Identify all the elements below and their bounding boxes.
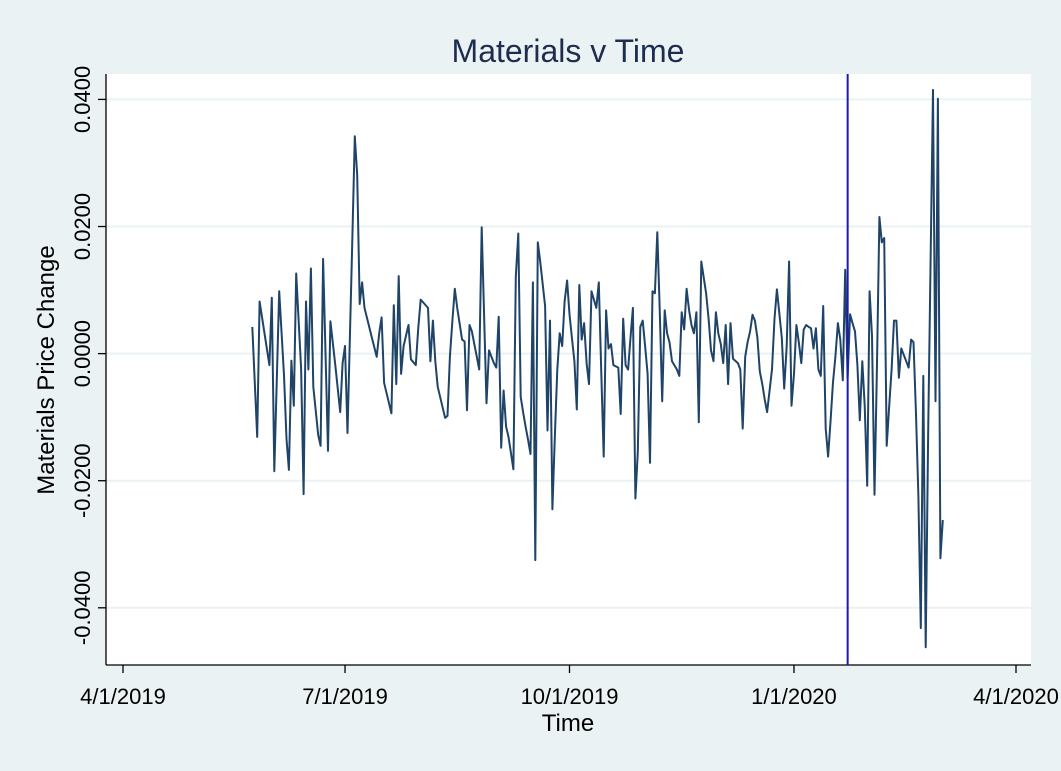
- series-line: [251, 88, 944, 649]
- y-axis: -0.0400 -0.0200 0.0000 0.0200 0.0400: [70, 66, 106, 645]
- x-tick-label: 4/1/2019: [80, 684, 166, 709]
- x-axis: 4/1/2019 7/1/2019 10/1/2019 1/1/2020 4/1/202…: [80, 665, 1059, 709]
- x-tick-label: 10/1/2019: [521, 684, 619, 709]
- series-group: [251, 88, 944, 649]
- y-tick-label: 0.0200: [70, 193, 95, 260]
- x-tick-label: 7/1/2019: [302, 684, 388, 709]
- y-tick-label: 0.0400: [70, 66, 95, 133]
- y-axis-label: Materials Price Change: [33, 245, 60, 494]
- x-axis-label: Time: [542, 710, 594, 737]
- x-tick-label: 1/1/2020: [751, 684, 837, 709]
- chart-title: Materials v Time: [452, 33, 685, 69]
- x-tick-label: 4/1/2020: [973, 684, 1059, 709]
- y-tick-label: 0.0000: [70, 320, 95, 387]
- y-tick-label: -0.0400: [70, 570, 95, 645]
- y-tick-label: -0.0200: [70, 443, 95, 518]
